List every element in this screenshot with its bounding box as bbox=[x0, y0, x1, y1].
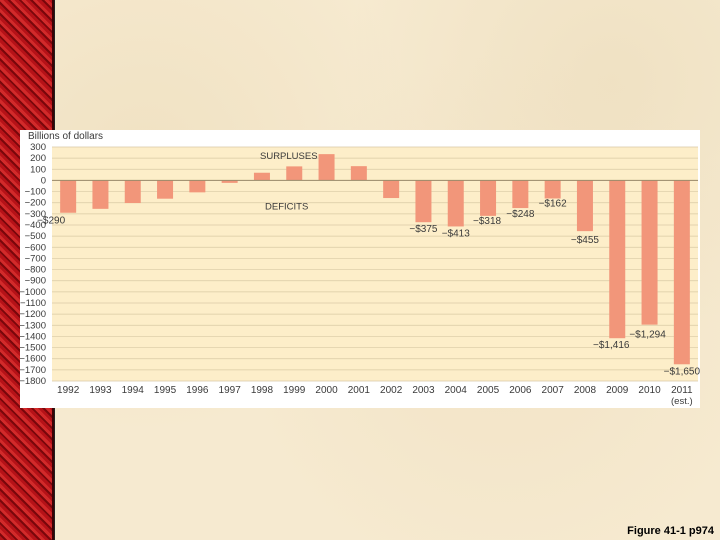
bar bbox=[157, 180, 174, 199]
bar bbox=[92, 180, 109, 209]
y-tick-label: −1600 bbox=[20, 354, 46, 365]
y-axis-label: Billions of dollars bbox=[28, 131, 103, 142]
deficits-annotation: DEFICITS bbox=[265, 201, 308, 212]
data-label: −$290 bbox=[37, 216, 66, 227]
y-tick-label: −1800 bbox=[20, 376, 46, 387]
x-tick-label: 1997 bbox=[219, 385, 242, 396]
data-labels: −$290 −$375 −$413−$318 −$248 −$162 −$455 −$1,4… bbox=[37, 198, 700, 377]
y-tick-label: −1200 bbox=[20, 309, 46, 320]
y-tick-label: −300 bbox=[25, 209, 46, 220]
y-tick-label: −700 bbox=[25, 253, 46, 264]
bar bbox=[415, 180, 432, 223]
x-tick-label: 2002 bbox=[380, 385, 403, 396]
x-tick-label: 1999 bbox=[283, 385, 306, 396]
y-tick-label: −100 bbox=[25, 187, 46, 198]
bar bbox=[480, 180, 497, 216]
y-tick-label: −900 bbox=[25, 276, 46, 287]
bar bbox=[512, 180, 529, 209]
data-label: −$455 bbox=[571, 235, 600, 246]
bar bbox=[544, 180, 561, 199]
y-tick-label: −1100 bbox=[20, 298, 46, 309]
bars bbox=[60, 154, 690, 365]
bar bbox=[189, 180, 206, 193]
bar bbox=[60, 180, 77, 213]
x-tick-label: 2010 bbox=[638, 385, 661, 396]
x-tick-label: 2009 bbox=[606, 385, 629, 396]
y-tick-label: −1700 bbox=[20, 365, 46, 376]
bar-chart: 3002001000−100−200−300−400−500−600−700−8… bbox=[20, 131, 700, 407]
y-tick-label: 200 bbox=[30, 153, 46, 164]
data-label: −$375 bbox=[409, 224, 438, 235]
x-tick-sublabel: (est.) bbox=[671, 396, 693, 407]
y-tick-label: −1400 bbox=[20, 331, 46, 342]
x-tick-label: 2003 bbox=[412, 385, 435, 396]
data-label: −$162 bbox=[539, 198, 568, 209]
bar bbox=[318, 154, 335, 181]
y-tick-label: −1300 bbox=[20, 320, 46, 331]
y-tick-label: −800 bbox=[25, 265, 46, 276]
y-tick-label: 100 bbox=[30, 164, 46, 175]
x-tick-label: 1996 bbox=[186, 385, 209, 396]
y-tick-label: −500 bbox=[25, 231, 46, 242]
data-label: −$1,416 bbox=[593, 340, 630, 351]
x-tick-label: 2000 bbox=[315, 385, 338, 396]
y-tick-label: −400 bbox=[25, 220, 46, 231]
x-tick-label: 1992 bbox=[57, 385, 80, 396]
x-tick-label: 2008 bbox=[574, 385, 597, 396]
data-label: −$318 bbox=[473, 216, 502, 227]
x-tick-label: 2007 bbox=[542, 385, 565, 396]
data-label: −$1,294 bbox=[629, 330, 666, 341]
gridlines bbox=[52, 146, 698, 382]
x-tick-label: 1993 bbox=[89, 385, 112, 396]
y-tick-label: −600 bbox=[25, 242, 46, 253]
x-tick-label: 1994 bbox=[122, 385, 145, 396]
bar bbox=[124, 180, 141, 204]
x-tick-label: 2011 bbox=[671, 385, 693, 396]
bar bbox=[286, 166, 303, 181]
x-axis-tick-labels: 1992 1993 1994 1995 1996 1997 1998 1999 2000 2001… bbox=[57, 385, 693, 407]
x-tick-label: 2004 bbox=[445, 385, 468, 396]
bar bbox=[253, 172, 270, 181]
y-tick-label: −200 bbox=[25, 198, 46, 209]
bar bbox=[576, 180, 593, 232]
bar bbox=[221, 180, 238, 183]
y-axis-tick-labels: 3002001000−100−200−300−400−500−600−700−8… bbox=[20, 142, 46, 387]
bar bbox=[383, 180, 400, 199]
bar bbox=[447, 180, 464, 227]
x-tick-label: 2006 bbox=[509, 385, 532, 396]
y-tick-label: −1500 bbox=[20, 343, 46, 354]
x-tick-label: 2001 bbox=[348, 385, 371, 396]
chart-panel: 300 200 100 0 −100 −200 −300 −400 −500 −600 −700 −8… bbox=[20, 130, 700, 408]
y-tick-label: 300 bbox=[30, 142, 46, 153]
data-label: −$248 bbox=[506, 209, 535, 220]
figure-caption: Figure 41-1 p974 bbox=[627, 525, 714, 537]
y-tick-label: −1000 bbox=[20, 287, 46, 298]
bar bbox=[609, 180, 626, 339]
surpluses-annotation: SURPLUSES bbox=[260, 151, 318, 162]
y-tick-label: 0 bbox=[41, 175, 46, 186]
bar bbox=[641, 180, 658, 325]
data-label: −$413 bbox=[442, 228, 471, 239]
bar bbox=[673, 180, 690, 365]
x-tick-label: 2005 bbox=[477, 385, 500, 396]
x-tick-label: 1995 bbox=[154, 385, 177, 396]
x-tick-label: 1998 bbox=[251, 385, 274, 396]
data-label: −$1,650 bbox=[664, 366, 700, 377]
bar bbox=[350, 166, 367, 181]
